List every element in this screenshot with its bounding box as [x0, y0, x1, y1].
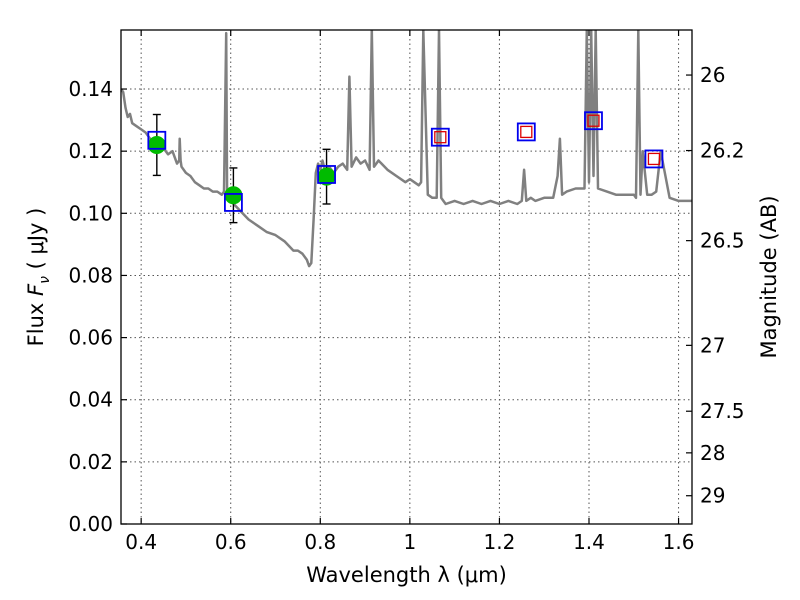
model-photometry-point [147, 130, 167, 150]
y-tick-label: 0.12 [68, 139, 113, 163]
y2-tick-label: 26 [700, 63, 725, 87]
y2-tick-label: 29 [700, 484, 725, 508]
model-spectrum-line [121, 30, 692, 268]
x-tick-label: 0.6 [215, 530, 247, 554]
y-tick-label: 0.14 [68, 77, 113, 101]
upper-limit-point [587, 114, 600, 127]
y-axis-label-suffix: ( μJy ) [24, 208, 48, 276]
y2-tick-label: 27 [700, 333, 725, 357]
model-spectrum-layer [121, 30, 692, 268]
model-photometry-point [430, 127, 450, 147]
y-tick-label: 0.04 [68, 388, 113, 412]
axis-ticks-layer: 0.4 0.6 0.8 1 1.2 1.4 1.6 0.00 0.02 0.04 0.06 0.08 0… [68, 30, 745, 554]
y2-tick-label: 26.5 [700, 229, 745, 253]
x-tick-label: 1.2 [484, 530, 516, 554]
model-photometry-point [644, 149, 664, 169]
y-tick-label: 0.08 [68, 263, 113, 287]
y-axis-label-math: F [24, 283, 48, 296]
photometry-points-layer [147, 111, 664, 224]
y-tick-label: 0.02 [68, 450, 113, 474]
model-photometry-point [224, 193, 243, 212]
y2-tick-label: 27.5 [700, 399, 745, 423]
x-axis-label: Wavelength λ (μm) [306, 563, 507, 587]
y-tick-label: 0.10 [68, 201, 113, 225]
y-tick-label: 0.06 [68, 326, 113, 350]
model-photometry-point [584, 111, 603, 131]
model-photometry-point [317, 165, 336, 184]
plot-frame [120, 29, 693, 525]
x-tick-label: 1.4 [573, 530, 605, 554]
observed-photometry-point [224, 186, 243, 205]
y-axis-label-prefix: Flux [24, 296, 48, 346]
secondary-y-axis-label: Magnitude (AB) [757, 195, 781, 358]
model-photometry-point [516, 122, 536, 142]
upper-limit-point [647, 152, 661, 166]
y2-tick-label: 26.2 [700, 139, 745, 163]
y-axis-label-math-sub: ν [37, 276, 53, 284]
grid-lines [121, 30, 692, 525]
upper-limit-point [434, 131, 447, 144]
y-axis-label: Flux Fν ( μJy ) [24, 208, 53, 347]
y-tick-label: 0.00 [68, 512, 113, 536]
y2-tick-label: 28 [700, 441, 725, 465]
observed-photometry-point [147, 135, 166, 154]
x-tick-label: 0.8 [304, 530, 336, 554]
x-tick-label: 1.6 [663, 530, 695, 554]
upper-limit-point [520, 125, 533, 139]
x-tick-label: 0.4 [125, 530, 157, 554]
x-tick-label: 1 [403, 530, 416, 554]
